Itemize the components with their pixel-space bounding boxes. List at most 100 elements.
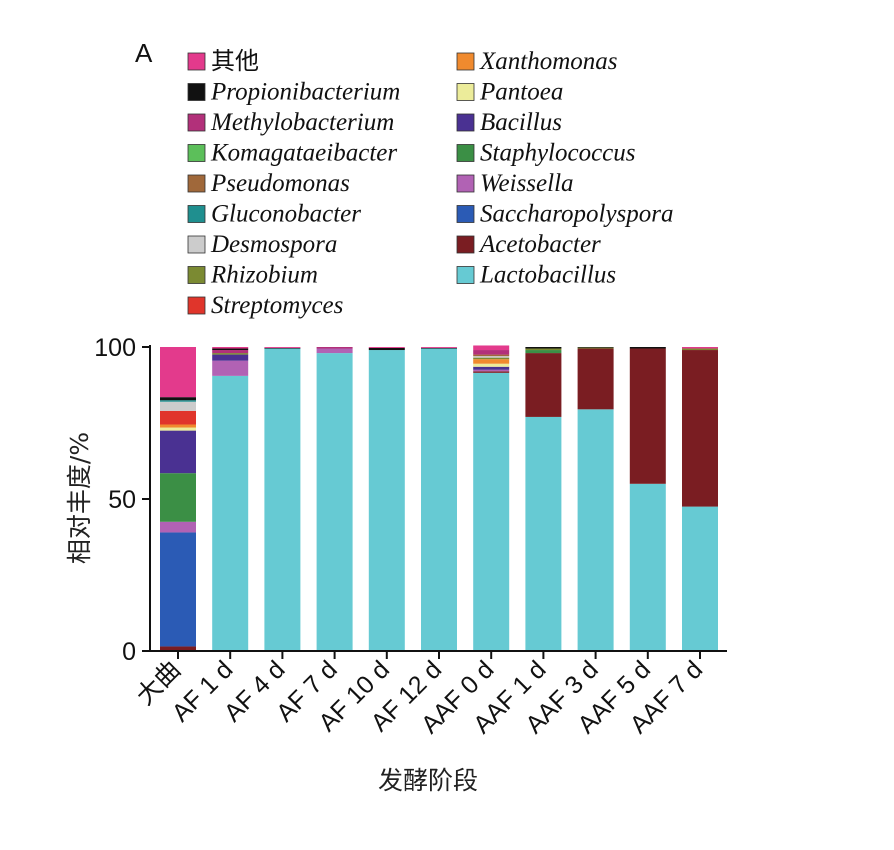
legend-label: Saccharopolyspora xyxy=(480,201,674,228)
bar-segment-propioni xyxy=(577,347,614,348)
bar-segment-propioni xyxy=(421,347,457,349)
bar-segment-aceto xyxy=(577,348,614,410)
legend-swatch xyxy=(456,144,475,162)
bar-segment-propioni xyxy=(629,347,666,349)
legend-item-bacillus: Bacillus xyxy=(456,109,562,136)
legend-swatch xyxy=(187,113,206,132)
legend-label: 其他 xyxy=(211,47,259,75)
legend-item-other: 其他 xyxy=(187,47,259,75)
legend-item-pseudomonas: Pseudomonas xyxy=(187,170,350,197)
bar-aaf-0-d xyxy=(473,345,510,651)
y-axis-title: 相对丰度/% xyxy=(65,432,94,564)
legend-swatch xyxy=(187,174,206,193)
bar-segment-bacillus xyxy=(212,354,249,361)
legend-label: Pseudomonas xyxy=(210,170,350,197)
legend-swatch xyxy=(187,205,206,223)
bar-segment-qita xyxy=(682,347,718,349)
bar-segment-lacto xyxy=(473,372,510,651)
legend-swatch xyxy=(456,266,475,284)
bar-segment-lacto xyxy=(525,416,562,651)
bar-segment-methylo xyxy=(316,347,353,349)
plot-area xyxy=(160,345,718,651)
bar-segment-lacto xyxy=(316,353,353,651)
legend-swatch xyxy=(456,205,475,223)
legend-item-xanthomonas: Xanthomonas xyxy=(456,48,618,75)
bar-segment-rhizo xyxy=(525,348,562,351)
legend: 其他 Propionibacterium Methylobacterium Komag… xyxy=(187,47,674,319)
bar-daqu xyxy=(160,347,196,651)
legend-label: Propionibacterium xyxy=(210,79,400,106)
bar-af-7-d xyxy=(316,347,353,651)
bar-segment-weissella xyxy=(160,521,196,533)
bar-segment-strepto xyxy=(160,410,196,425)
bar-segment-methylo xyxy=(212,350,249,354)
bar-af-10-d xyxy=(368,347,405,651)
bar-segment-rhizo xyxy=(212,353,249,355)
legend-swatch xyxy=(187,144,206,162)
bar-af-1-d xyxy=(212,347,249,651)
bar-segment-rhizo xyxy=(577,347,614,349)
bar-segment-aceto xyxy=(160,646,196,651)
bar-segment-propioni xyxy=(160,397,196,401)
bar-segment-desmo xyxy=(160,401,196,411)
bar-segment-glucono xyxy=(160,400,196,402)
bar-segment-qita xyxy=(212,347,249,349)
legend-item-saccharopolyspora: Saccharopolyspora xyxy=(456,201,674,228)
legend-item-methylobacterium: Methylobacterium xyxy=(187,109,394,136)
bar-aaf-7-d xyxy=(682,347,718,651)
bar-segment-bacillus xyxy=(160,430,196,474)
bar-segment-propioni xyxy=(525,347,562,349)
legend-item-pantoea: Pantoea xyxy=(456,79,563,106)
bar-segment-qita xyxy=(264,347,301,348)
bar-aaf-5-d xyxy=(629,347,666,651)
legend-item-gluconobacter: Gluconobacter xyxy=(187,201,361,228)
bar-segment-saccharo xyxy=(160,532,196,647)
legend-swatch xyxy=(187,296,206,315)
bar-segment-pantoea xyxy=(473,363,510,367)
bar-segment-aceto xyxy=(682,350,718,507)
bar-segment-lacto xyxy=(682,506,718,651)
legend-label: Staphylococcus xyxy=(480,140,636,167)
legend-label: Xanthomonas xyxy=(479,48,618,75)
legend-label: Bacillus xyxy=(480,109,562,136)
legend-swatch xyxy=(187,235,206,254)
bar-segment-pseudo xyxy=(473,354,510,357)
bar-segment-staphylo xyxy=(525,350,562,354)
legend-label: Lactobacillus xyxy=(479,262,616,289)
bar-segment-qita xyxy=(368,347,405,348)
bar-segment-aceto xyxy=(473,371,510,373)
legend-swatch xyxy=(187,266,206,284)
legend-label: Streptomyces xyxy=(211,292,343,319)
y-tick-label: 0 xyxy=(122,638,136,666)
bar-segment-xantho xyxy=(473,359,510,364)
panel-label: A xyxy=(135,38,153,68)
bar-segment-pantoea xyxy=(160,427,196,431)
legend-label: Komagataeibacter xyxy=(210,140,397,167)
bar-segment-staphylo xyxy=(160,473,196,522)
bar-segment-methylo xyxy=(473,350,510,355)
bar-af-12-d xyxy=(421,347,457,651)
legend-item-staphylococcus: Staphylococcus xyxy=(456,140,636,167)
bar-segment-propioni xyxy=(264,347,301,349)
bar-segment-weissella xyxy=(316,348,353,354)
bar-segment-rhizo xyxy=(473,357,510,360)
bar-af-4-d xyxy=(264,347,301,651)
legend-swatch xyxy=(456,235,475,254)
bar-segment-weissella xyxy=(212,360,249,376)
legend-swatch xyxy=(456,113,475,132)
legend-item-desmospora: Desmospora xyxy=(187,231,337,258)
bar-segment-lacto xyxy=(577,409,614,651)
bar-segment-lacto xyxy=(629,483,666,651)
legend-swatch xyxy=(456,52,475,71)
legend-item-streptomyces: Streptomyces xyxy=(187,292,343,319)
legend-label: Rhizobium xyxy=(210,262,318,289)
bar-segment-xantho xyxy=(160,424,196,428)
bar-aaf-1-d xyxy=(525,347,562,651)
legend-item-weissella: Weissella xyxy=(456,170,574,197)
bar-segment-aceto xyxy=(629,348,666,484)
legend-label: Pantoea xyxy=(479,79,563,106)
bar-segment-qita xyxy=(160,347,196,398)
bar-segment-lacto xyxy=(264,348,301,651)
bar-segment-rhizo xyxy=(682,348,718,351)
